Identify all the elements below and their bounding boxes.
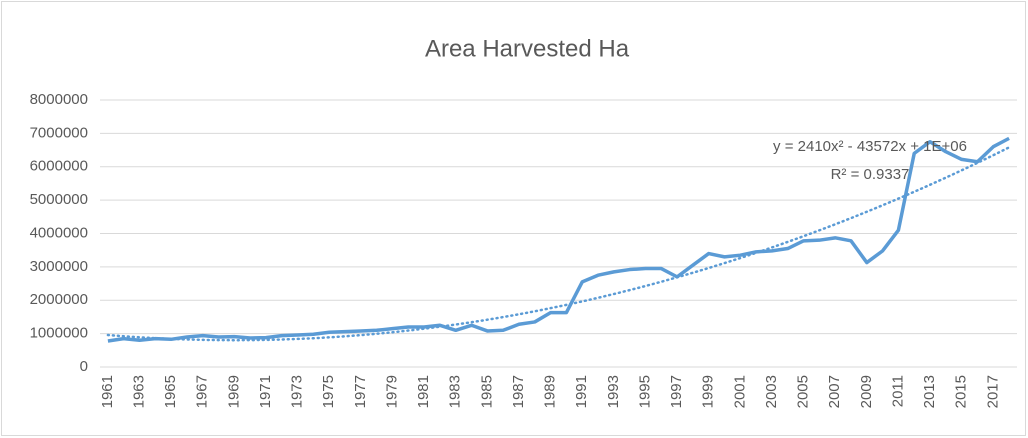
x-tick-label: 1983 — [447, 375, 464, 408]
x-tick-label: 1963 — [130, 375, 147, 408]
x-tick-label: 1979 — [383, 375, 400, 408]
y-tick-label: 6000000 — [30, 158, 88, 175]
x-tick-label: 1969 — [225, 375, 242, 408]
x-tick-label: 1961 — [99, 375, 116, 408]
x-tick-label: 1985 — [478, 375, 495, 408]
x-tick-label: 2007 — [826, 375, 843, 408]
y-tick-label: 3000000 — [30, 258, 88, 275]
x-tick-label: 1973 — [289, 375, 306, 408]
x-tick-label: 1981 — [415, 375, 432, 408]
x-tick-label: 2017 — [984, 375, 1001, 408]
x-tick-label: 2015 — [953, 375, 970, 408]
y-tick-label: 7000000 — [30, 124, 88, 141]
trendline-equation: y = 2410x² - 43572x + 1E+06 — [773, 138, 967, 155]
x-tick-label: 1993 — [605, 375, 622, 408]
y-tick-label: 2000000 — [30, 291, 88, 308]
y-tick-label: 5000000 — [30, 191, 88, 208]
x-tick-label: 1995 — [636, 375, 653, 408]
y-tick-label: 4000000 — [30, 224, 88, 241]
x-tick-label: 2011 — [889, 375, 906, 407]
y-tick-label: 1000000 — [30, 325, 88, 342]
x-tick-label: 2013 — [921, 375, 938, 408]
x-tick-label: 2001 — [731, 375, 748, 408]
x-tick-label: 1975 — [320, 375, 337, 408]
x-tick-label: 2009 — [858, 375, 875, 408]
y-tick-label: 0 — [80, 358, 88, 375]
chart-title: Area Harvested Ha — [425, 35, 630, 62]
x-tick-label: 1987 — [510, 375, 527, 408]
x-tick-label: 1971 — [257, 375, 274, 408]
x-tick-label: 1999 — [700, 375, 717, 408]
x-tick-label: 2005 — [795, 375, 812, 408]
x-tick-label: 1991 — [573, 375, 590, 408]
x-tick-label: 1967 — [194, 375, 211, 408]
x-tick-label: 1977 — [352, 375, 369, 408]
x-tick-label: 1965 — [162, 375, 179, 408]
trendline-r-squared: R² = 0.9337 — [831, 166, 910, 183]
x-tick-label: 1989 — [542, 375, 559, 408]
y-tick-label: 8000000 — [30, 91, 88, 108]
trendline — [106, 146, 1011, 342]
x-tick-label: 1997 — [668, 375, 685, 408]
data-line — [107, 136, 1010, 343]
x-tick-label: 2003 — [763, 375, 780, 408]
